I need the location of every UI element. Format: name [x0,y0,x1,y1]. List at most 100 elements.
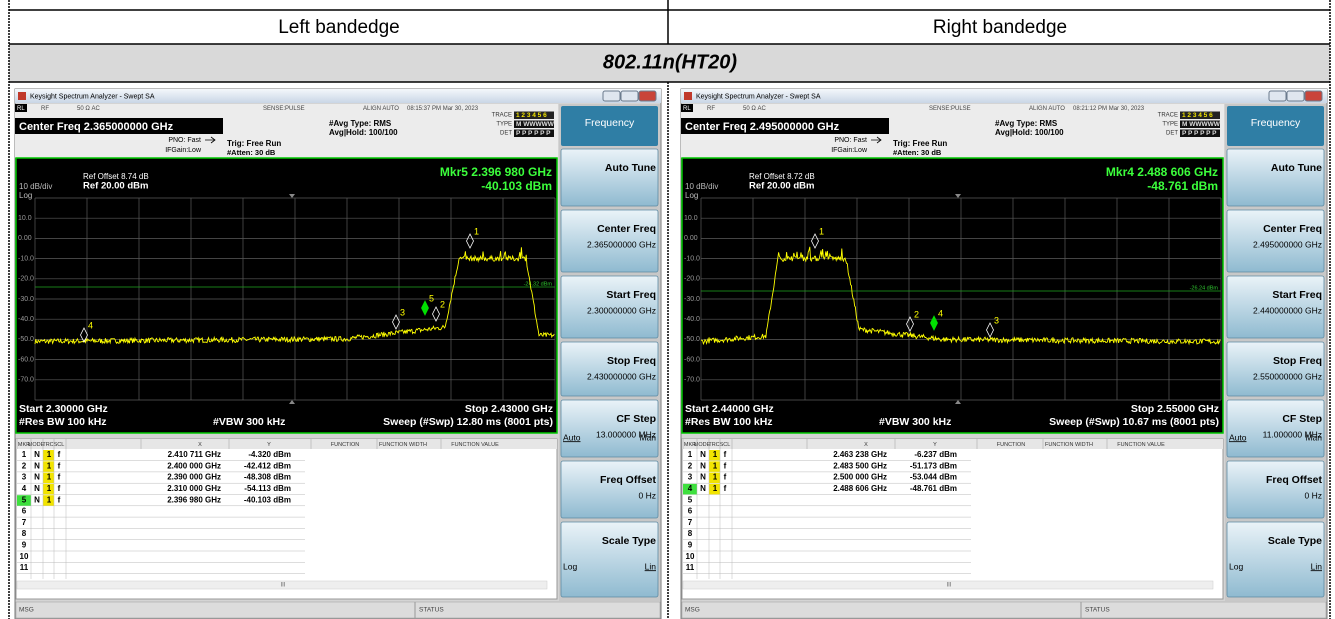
trace-cell [43,450,54,461]
softkey[interactable] [560,209,659,273]
ref-level: Ref 20.00 dBm [749,181,814,192]
table-cell: N [700,461,706,470]
marker-label: 1 [819,226,824,236]
softkey[interactable] [560,399,659,458]
rl-block [681,104,693,112]
marker-readout: Mkr4 2.488 606 GHz [1106,165,1218,179]
table-cell: 2.400 000 GHz [167,461,221,470]
table-cell: 2 [22,461,27,470]
vbw: #VBW 300 kHz [213,416,285,428]
softkey[interactable] [1226,521,1325,598]
table-header: TRC [42,442,53,448]
window-button[interactable] [620,90,639,102]
info-text: #Avg Type: RMS [329,119,392,128]
table-cell: 8 [688,529,693,538]
marker-readout: -48.761 dBm [1147,179,1218,193]
table-cell: N [34,484,40,493]
table-cell: N [34,450,40,459]
marker-readout: -40.103 dBm [481,179,552,193]
active-row [17,495,31,506]
scale: 10 dB/div [19,182,52,191]
table-cell: 1 [713,450,718,459]
table-cell: 2 [688,461,693,470]
column-header: Left bandedge [278,17,400,38]
table-cell: f [58,495,61,504]
msg-label: MSG [19,607,34,614]
table-cell: 1 [47,484,52,493]
table-cell: -53.044 dBm [910,473,957,482]
table-cell: 6 [22,507,27,516]
softkey-title: Frequency [1251,117,1301,129]
sweep: Sweep (#Swp) 12.80 ms (8001 pts) [383,416,553,428]
table-cell: N [34,495,40,504]
trace-info-box [1180,120,1220,128]
softkey-label: Stop Freq [607,355,656,367]
ref-level: Ref 20.00 dBm [83,181,148,192]
title-bar [15,89,661,103]
sweep: Sweep (#Swp) 10.67 ms (8001 pts) [1049,416,1219,428]
softkey-label: CF Step [616,413,656,425]
display-line-label: -24.32 dBm [524,281,553,287]
marker-label: 5 [429,293,434,303]
table-header: FUNCTION [997,442,1025,448]
trace-cell [709,461,720,472]
softkey-label: CF Step [1282,413,1322,425]
softkey[interactable] [560,148,659,207]
info-text: #Atten: 30 dB [227,148,276,157]
softkey-option: Log [1229,561,1243,571]
softkey[interactable] [1226,148,1325,207]
table-cell: N [700,450,706,459]
mode-title: 802.11n(HT20) [603,51,737,73]
table-cell: 1 [47,473,52,482]
trace [34,247,555,345]
softkey[interactable] [1226,341,1325,397]
table-header: FUNCTION WIDTH [379,442,427,448]
info-text: PNO: Fast [168,137,201,144]
trace-cell [43,461,54,472]
trace-info-box [1180,129,1220,137]
softkey[interactable] [560,275,659,339]
softkey[interactable] [560,460,659,519]
window-button[interactable] [638,90,657,102]
info-text: Avg|Hold: 100/100 [995,128,1064,137]
window-button[interactable] [1286,90,1305,102]
softkey-label: Freq Offset [1266,474,1323,486]
window-button[interactable] [1304,90,1323,102]
table-cell: 11 [686,563,695,572]
window-button[interactable] [1268,90,1287,102]
softkey[interactable] [1226,275,1325,339]
softkey[interactable] [1226,399,1325,458]
window-button[interactable] [602,90,621,102]
status-text: RF [41,106,49,112]
table-cell: 2.488 606 GHz [833,484,887,493]
table-cell: 2.500 000 GHz [833,473,887,482]
trace-cell [709,483,720,495]
info-text: #Avg Type: RMS [995,119,1058,128]
table-cell: 1 [47,495,52,504]
marker [986,322,994,338]
table-header-bg [682,439,1223,449]
softkey-value: 2.430000000 GHz [587,371,656,381]
marker-table [15,438,558,600]
marker [432,306,440,322]
table-header: MKR [684,442,696,448]
rl-block [15,104,27,112]
y-label: -30.0 [18,296,34,303]
y-label: -70.0 [18,377,34,384]
center-freq-box [15,118,223,134]
marker-table [681,438,1224,600]
trace-info-label: TRACE [492,113,512,119]
info-text: Trig: Free Run [227,139,281,148]
info-text: PNO: Fast [834,137,867,144]
table-cell: 11 [20,563,29,572]
softkey-label: Freq Offset [600,474,657,486]
marker [80,327,88,343]
y-label: -20.0 [18,276,34,283]
softkey-title: Frequency [585,117,635,129]
mode-row-bg [9,44,1330,82]
softkey[interactable] [1226,460,1325,519]
softkey[interactable] [560,521,659,598]
ref-offset: Ref Offset 8.72 dB [749,172,815,181]
softkey[interactable] [1226,209,1325,273]
softkey[interactable] [560,341,659,397]
